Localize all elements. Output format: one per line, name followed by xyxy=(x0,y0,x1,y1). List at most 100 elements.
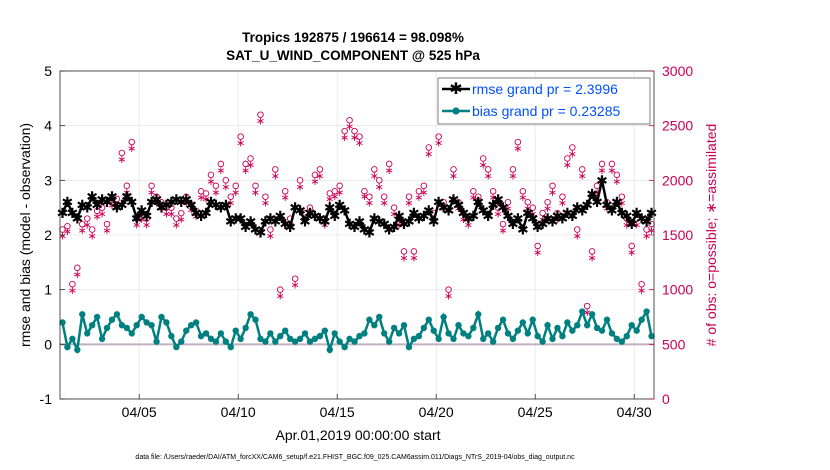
rmse-point: ✱ xyxy=(448,191,460,207)
obs-assimilated-point: ∗ xyxy=(97,209,106,221)
obs-possible-point xyxy=(262,193,269,200)
obs-assimilated-point: ∗ xyxy=(602,203,611,215)
rmse-point: ✱ xyxy=(631,205,643,221)
obs-assimilated-point: ∗ xyxy=(489,192,498,204)
bias-point xyxy=(484,330,492,337)
obs-possible-point xyxy=(83,215,91,222)
obs-assimilated-point: ∗ xyxy=(63,226,72,238)
obs-assimilated-point: ∗ xyxy=(216,165,225,177)
bias-point xyxy=(460,330,467,337)
rmse-point: ✱ xyxy=(423,202,435,218)
obs-assimilated-point: ∗ xyxy=(93,211,102,223)
rmse-point: ✱ xyxy=(62,194,74,210)
bias-point xyxy=(643,308,650,315)
obs-possible-point xyxy=(366,193,373,200)
rmse-point: ✱ xyxy=(477,202,489,218)
rmse-point: ✱ xyxy=(279,216,291,232)
obs-assimilated-point: ∗ xyxy=(137,214,146,226)
rmse-point: ✱ xyxy=(443,202,455,218)
rmse-point: ✱ xyxy=(354,213,366,229)
bias-point xyxy=(217,330,225,337)
bias-point xyxy=(390,324,398,332)
obs-possible-point xyxy=(247,155,254,162)
bias-point xyxy=(93,313,101,321)
bias-point xyxy=(118,322,126,329)
obs-possible-point xyxy=(64,223,71,230)
obs-assimilated-point: ∗ xyxy=(399,252,408,264)
obs-assimilated-point: ∗ xyxy=(83,220,92,232)
obs-assimilated-point: ∗ xyxy=(528,209,537,221)
rmse-point: ✱ xyxy=(146,194,158,210)
bias-point xyxy=(534,332,541,340)
rmse-point: ✱ xyxy=(76,197,88,213)
obs-possible-point xyxy=(74,264,81,272)
obs-possible-point xyxy=(277,286,284,293)
obs-possible-point xyxy=(489,188,497,195)
rmse-point: ✱ xyxy=(175,194,187,210)
obs-assimilated-point: ∗ xyxy=(469,192,478,204)
rmse-point: ✱ xyxy=(566,208,578,224)
obs-possible-point xyxy=(514,138,522,146)
obs-possible-point xyxy=(519,188,527,195)
obs-assimilated-point: ∗ xyxy=(152,198,161,210)
obs-assimilated-point: ∗ xyxy=(236,138,245,150)
obs-assimilated-point: ∗ xyxy=(573,231,582,243)
bias-point xyxy=(524,330,531,337)
bias-point xyxy=(366,316,373,323)
bias-point xyxy=(499,316,507,323)
bias-point xyxy=(286,335,294,343)
obs-possible-point xyxy=(529,204,536,211)
bias-point xyxy=(376,313,383,321)
rmse-point: ✱ xyxy=(284,219,296,235)
rmse-point: ✱ xyxy=(126,194,138,210)
bias-point xyxy=(579,308,586,315)
bias-point xyxy=(598,327,606,334)
obs-assimilated-point: ∗ xyxy=(251,187,260,199)
rmse-point: ✱ xyxy=(180,191,192,207)
rmse-point: ✱ xyxy=(383,222,395,238)
obs-possible-point xyxy=(148,182,155,190)
obs-possible-point xyxy=(79,220,86,228)
bias-point xyxy=(69,335,76,343)
bias-point xyxy=(549,335,556,343)
rmse-point: ✱ xyxy=(116,197,128,213)
bias-point xyxy=(153,338,160,345)
obs-assimilated-point: ∗ xyxy=(409,252,418,264)
obs-assimilated-point: ∗ xyxy=(637,285,646,297)
rmse-point: ✱ xyxy=(542,211,554,227)
bias-point xyxy=(252,316,259,323)
obs-assimilated-point: ∗ xyxy=(147,187,156,199)
bias-point xyxy=(183,327,190,334)
obs-possible-point xyxy=(376,177,383,184)
rmse-point: ✱ xyxy=(616,205,628,221)
rmse-point: ✱ xyxy=(269,213,281,229)
legend-bias-marker xyxy=(452,107,460,115)
bias-point xyxy=(494,324,502,332)
rmse-point: ✱ xyxy=(636,211,648,227)
obs-possible-point xyxy=(257,111,264,118)
bias-point xyxy=(84,330,91,337)
series-lines: ✱✱✱✱✱✱✱✱✱✱✱✱✱✱✱✱✱✱✱✱✱✱✱✱✱✱✱✱✱✱✱✱✱✱✱✱✱✱✱✱… xyxy=(57,172,657,355)
rmse-point: ✱ xyxy=(547,213,559,229)
bias-point xyxy=(361,330,368,337)
obs-assimilated-point: ∗ xyxy=(221,181,230,193)
rmse-point: ✱ xyxy=(487,197,499,213)
obs-assimilated-point: ∗ xyxy=(231,187,240,199)
rmse-point: ✱ xyxy=(601,197,613,213)
obs-possible-point xyxy=(128,138,136,146)
rmse-point: ✱ xyxy=(507,216,519,232)
obs-assimilated-point: ∗ xyxy=(132,220,141,232)
bias-point xyxy=(415,332,423,340)
obs-assimilated-point: ∗ xyxy=(498,225,507,237)
bias-point xyxy=(400,322,408,329)
rmse-point: ✱ xyxy=(190,205,202,221)
bias-point xyxy=(237,335,244,343)
obs-assimilated-point: ∗ xyxy=(533,247,542,259)
bias-point xyxy=(470,324,477,332)
rmse-point: ✱ xyxy=(364,224,376,240)
bias-point xyxy=(371,322,378,329)
rmse-point: ✱ xyxy=(467,208,479,224)
x-tick-label-5: 04/30 xyxy=(617,404,652,420)
rmse-point: ✱ xyxy=(205,194,217,210)
